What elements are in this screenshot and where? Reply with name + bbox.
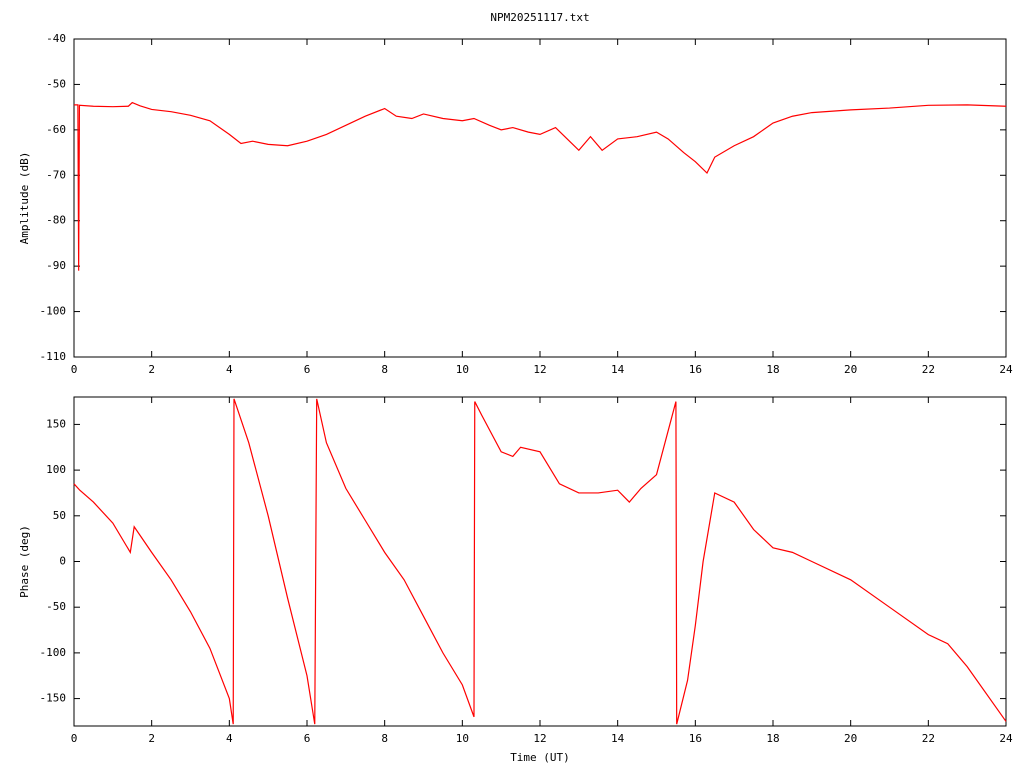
y-tick-label: -50	[46, 600, 66, 613]
chart-title: NPM20251117.txt	[490, 11, 589, 24]
x-tick-label: 14	[611, 363, 625, 376]
x-tick-label: 12	[533, 732, 546, 745]
x-tick-label: 16	[689, 363, 702, 376]
plot-frame	[73, 38, 1007, 358]
x-tick-label: 24	[999, 363, 1013, 376]
data-line	[74, 101, 1007, 271]
plot-frame	[73, 396, 1007, 727]
y-tick-label: -100	[40, 305, 67, 318]
y-tick-label: 150	[46, 417, 66, 430]
y-tick-label: 0	[59, 555, 66, 568]
x-tick-label: 0	[71, 363, 78, 376]
data-line	[73, 398, 1007, 725]
y-tick-label: -150	[40, 692, 67, 705]
x-tick-label: 16	[689, 732, 702, 745]
y-tick-label: -100	[40, 646, 67, 659]
x-tick-label: 20	[844, 363, 857, 376]
y-axis-label: Amplitude (dB)	[18, 152, 31, 245]
x-tick-label: 8	[381, 732, 388, 745]
x-tick-label: 2	[148, 732, 155, 745]
x-tick-label: 6	[304, 363, 311, 376]
x-tick-label: 2	[148, 363, 155, 376]
x-tick-label: 12	[533, 363, 546, 376]
x-tick-label: 10	[456, 732, 469, 745]
y-tick-label: -80	[46, 214, 66, 227]
x-tick-label: 22	[922, 732, 935, 745]
y-axis-label: Phase (deg)	[18, 525, 31, 598]
x-tick-label: 22	[922, 363, 935, 376]
x-tick-label: 18	[766, 732, 779, 745]
y-tick-label: -50	[46, 77, 66, 90]
y-tick-label: -40	[46, 32, 66, 45]
x-tick-label: 24	[999, 732, 1013, 745]
y-tick-label: -70	[46, 168, 66, 181]
x-tick-label: 6	[304, 732, 311, 745]
x-axis-label: Time (UT)	[510, 751, 570, 764]
y-tick-label: -90	[46, 259, 66, 272]
x-tick-label: 0	[71, 732, 78, 745]
x-tick-label: 14	[611, 732, 625, 745]
y-tick-label: -60	[46, 123, 66, 136]
x-tick-label: 4	[226, 732, 233, 745]
y-tick-label: 100	[46, 463, 66, 476]
y-tick-label: 50	[53, 509, 66, 522]
x-tick-label: 4	[226, 363, 233, 376]
x-tick-label: 10	[456, 363, 469, 376]
x-tick-label: 20	[844, 732, 857, 745]
y-tick-label: -110	[40, 350, 67, 363]
x-tick-label: 18	[766, 363, 779, 376]
x-tick-label: 8	[381, 363, 388, 376]
